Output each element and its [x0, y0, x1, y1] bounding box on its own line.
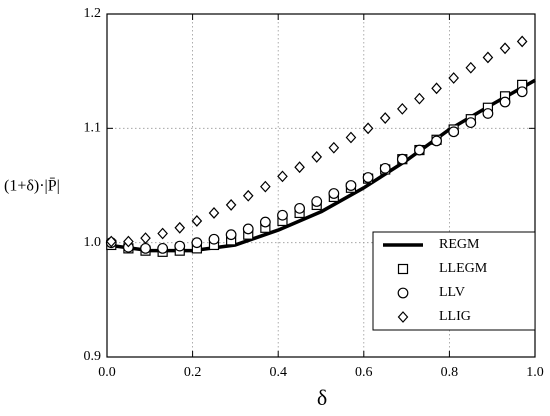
y-tick-label: 1.1	[84, 121, 102, 136]
marker-circle	[362, 172, 374, 183]
marker-diamond	[328, 141, 340, 154]
x-axis-label: δ	[317, 385, 327, 410]
marker-diamond	[157, 227, 168, 240]
marker-diamond	[174, 221, 186, 234]
marker-diamond	[260, 180, 271, 193]
x-tick-label: 0.8	[441, 365, 459, 380]
marker-diamond	[482, 51, 494, 64]
marker-diamond	[345, 131, 357, 144]
legend: REGM LLEGM LLV LLIG	[372, 231, 536, 331]
marker-diamond	[397, 103, 408, 115]
marker-circle	[414, 144, 425, 156]
marker-circle	[465, 117, 477, 129]
marker-diamond	[294, 161, 305, 174]
marker-circle	[431, 135, 442, 147]
marker-diamond	[208, 207, 220, 219]
marker-circle	[225, 229, 237, 241]
marker-diamond	[277, 170, 288, 183]
marker-diamond	[105, 235, 117, 248]
marker-circle	[140, 242, 151, 254]
marker-circle	[396, 153, 408, 165]
marker-diamond	[465, 61, 477, 74]
marker-diamond	[414, 92, 425, 105]
marker-circle	[345, 180, 357, 191]
marker-diamond	[311, 151, 323, 163]
y-tick-label: 0.9	[84, 349, 102, 364]
marker-circle	[208, 233, 220, 245]
marker-square	[397, 263, 409, 275]
marker-circle	[191, 237, 203, 249]
legend-label: LLIG	[439, 309, 471, 324]
y-tick-label: 1.2	[84, 6, 102, 21]
marker-diamond	[448, 72, 459, 84]
x-tick-label: 0.4	[269, 365, 287, 380]
y-tick-label: 1.0	[84, 235, 102, 250]
marker-diamond	[362, 122, 374, 135]
series-line	[106, 78, 536, 253]
marker-circle	[277, 209, 288, 221]
y-axis-label: (1+δ)·|P̄|	[4, 178, 60, 195]
x-tick-label: 0.2	[184, 365, 202, 380]
marker-diamond	[242, 189, 254, 202]
marker-circle	[448, 126, 460, 138]
marker-circle	[379, 162, 391, 174]
marker-circle	[259, 216, 271, 228]
marker-diamond	[397, 311, 409, 323]
legend-label: REGM	[439, 237, 480, 252]
marker-diamond	[516, 35, 528, 48]
marker-circle	[157, 242, 169, 254]
x-tick-label: 0.0	[98, 365, 116, 380]
plot-frame	[106, 13, 536, 358]
marker-circle	[242, 223, 254, 235]
x-tick-label: 1.0	[526, 365, 544, 380]
marker-circle	[174, 240, 186, 252]
marker-circle	[516, 86, 528, 98]
marker-circle	[397, 287, 409, 299]
marker-circle	[328, 188, 340, 199]
x-tick-label: 0.6	[355, 365, 373, 380]
marker-circle	[311, 196, 323, 207]
marker-diamond	[140, 232, 151, 244]
marker-circle	[499, 96, 511, 108]
legend-label: LLV	[439, 285, 465, 300]
marker-diamond	[123, 235, 134, 248]
marker-diamond	[225, 199, 237, 211]
marker-diamond	[431, 82, 442, 95]
legend-box	[372, 231, 536, 331]
marker-diamond	[379, 112, 391, 124]
marker-diamond	[499, 42, 511, 55]
marker-circle	[294, 202, 306, 214]
legend-label: LLEGM	[439, 261, 488, 276]
marker-diamond	[191, 215, 203, 227]
marker-circle	[482, 108, 494, 119]
